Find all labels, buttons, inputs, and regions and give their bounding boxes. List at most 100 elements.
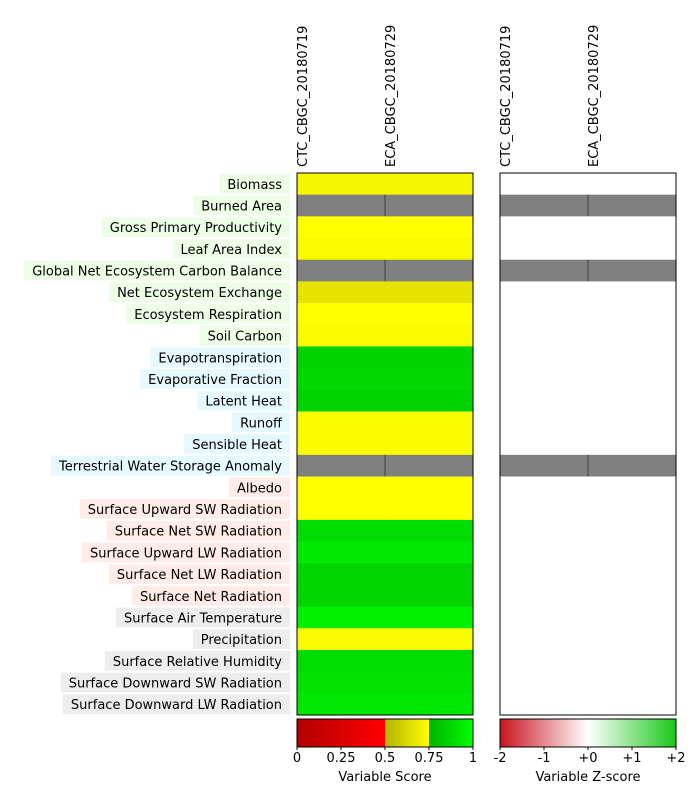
zscore-cell (588, 194, 677, 217)
score-cell (385, 476, 474, 499)
zscore-cell (500, 281, 589, 304)
zscore-cell (588, 454, 677, 478)
zscore-cell (588, 259, 677, 282)
zscore-cell (500, 389, 589, 412)
score-cell (385, 216, 474, 239)
variable-label: Soil Carbon (208, 330, 282, 345)
zscore-cell (500, 693, 589, 716)
score-cell (385, 498, 474, 521)
zscore-cell (500, 606, 589, 629)
zscore-cell (588, 411, 677, 434)
zscore-cell (500, 303, 589, 326)
zscore-colorbar-tick-label: -2 (494, 751, 507, 766)
zscore-cell (500, 541, 589, 564)
variable-label: Albedo (237, 481, 282, 496)
score-cell (385, 303, 474, 326)
zscore-cell (500, 649, 589, 673)
zscore-cell (500, 324, 589, 347)
score-cell (297, 671, 386, 694)
score-colorbar-tick-label: 0.25 (327, 751, 356, 766)
score-colorbar-band (385, 719, 429, 747)
score-cell (297, 194, 386, 217)
variable-label: Surface Net Radiation (140, 590, 282, 605)
score-panel-border (296, 172, 474, 716)
score-colorbar-tick-label: 0.5 (375, 751, 396, 766)
variable-label: Sensible Heat (192, 438, 282, 453)
variable-label: Latent Heat (205, 395, 282, 410)
variable-label: Net Ecosystem Exchange (117, 286, 282, 301)
variable-label-background (106, 520, 290, 541)
score-cell (297, 563, 386, 586)
variable-labels: Biomass Burned Area Gross Primary Producti… (24, 174, 290, 714)
zscore-colorbar-label: Variable Z-score (535, 770, 640, 785)
zscore-cell (588, 476, 677, 499)
score-cell (385, 563, 474, 586)
score-cell (297, 454, 386, 478)
score-cell (297, 606, 386, 629)
zscore-cell (588, 606, 677, 629)
variable-label-background (81, 542, 290, 563)
variable-label-background (172, 239, 290, 259)
score-cell (297, 584, 386, 608)
zscore-cell (500, 563, 589, 586)
variable-label: Surface Net SW Radiation (115, 525, 282, 540)
score-cell (297, 238, 386, 261)
score-cell (297, 216, 386, 239)
model-column-header: CTC_CBGC_20180719 (499, 26, 514, 167)
score-cell (385, 259, 474, 282)
model-column-header: CTC_CBGC_20180719 (296, 26, 311, 167)
zscore-colorbar: -2 -1 +0 +1 +2 Variable Z-score (494, 718, 686, 785)
zscore-cell (588, 693, 677, 716)
score-cell (297, 259, 386, 282)
variable-label: Burned Area (201, 200, 282, 215)
score-cell (385, 368, 474, 391)
zscore-cell (588, 324, 677, 347)
variable-label: Surface Downward LW Radiation (71, 698, 282, 713)
variable-label: Precipitation (201, 633, 282, 648)
score-cell (297, 519, 386, 543)
variable-label: Surface Net LW Radiation (117, 568, 282, 583)
zscore-cell (588, 368, 677, 391)
zscore-cell (500, 411, 589, 434)
score-cell (297, 324, 386, 347)
zscore-colorbar-tick-label: +1 (622, 751, 641, 766)
variable-label: Surface Air Temperature (124, 611, 282, 626)
zscore-cell (588, 433, 677, 456)
score-cell (385, 194, 474, 217)
zscore-cell (588, 519, 677, 543)
score-column-headers: CTC_CBGC_20180719 ECA_CBGC_20180729 (296, 25, 399, 167)
zscore-heatmap (500, 173, 677, 716)
zscore-colorbar-tick-label: +0 (578, 751, 597, 766)
zscore-cell (500, 476, 589, 499)
variable-label-background (193, 195, 290, 216)
variable-label: Surface Upward LW Radiation (90, 546, 282, 561)
score-cell (385, 606, 474, 629)
score-cell (297, 498, 386, 521)
zscore-panel-border (499, 172, 677, 716)
variable-label: Evaporative Fraction (148, 373, 282, 388)
variable-label: Surface Relative Humidity (113, 655, 282, 670)
variable-label: Global Net Ecosystem Carbon Balance (32, 265, 282, 280)
zscore-cell (500, 259, 589, 282)
zscore-cell (588, 216, 677, 239)
zscore-cell (588, 281, 677, 304)
score-cell (385, 433, 474, 456)
variable-label-background (24, 260, 290, 281)
score-colorbar-band (297, 719, 385, 747)
score-cell (297, 389, 386, 412)
zscore-cell (500, 671, 589, 694)
variable-label-background (229, 477, 290, 498)
variable-label-background (219, 174, 290, 194)
score-cell (385, 519, 474, 543)
zscore-cell (588, 671, 677, 694)
score-cell (297, 368, 386, 391)
variable-label-background (79, 499, 290, 519)
score-cell (385, 281, 474, 304)
variable-label: Leaf Area Index (180, 243, 282, 258)
zscore-cell (500, 584, 589, 608)
variable-label-background (126, 304, 290, 324)
variable-label-background (101, 217, 290, 238)
score-colorbar-tick-label: 1 (469, 751, 477, 766)
score-cell (385, 173, 474, 196)
score-colorbar-band (429, 719, 473, 747)
